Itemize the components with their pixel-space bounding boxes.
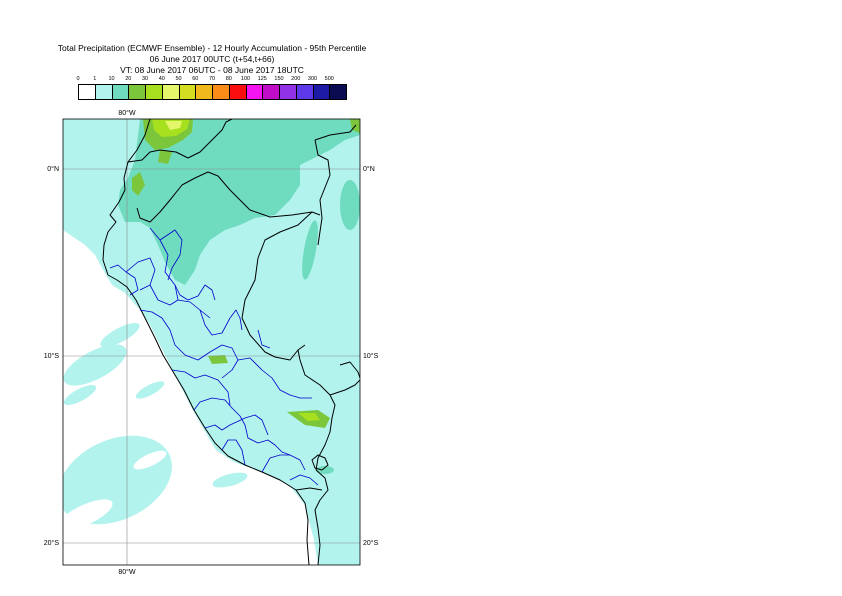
legend-label: 125: [257, 76, 267, 82]
legend-label: 20: [125, 76, 132, 82]
legend-label: 300: [307, 76, 318, 82]
latitude-label-right-10s: 10°S: [363, 352, 379, 360]
latitude-label-right-0: 0°N: [363, 165, 375, 173]
legend-label: 150: [274, 76, 284, 82]
precip-field-medium: [118, 119, 360, 285]
legend-label: 50: [175, 76, 182, 82]
latitude-label-right-20s: 20°S: [363, 539, 379, 547]
legend-swatch: [161, 84, 180, 100]
legend-swatch: [195, 84, 213, 100]
map-title-line-3: VT: 08 June 2017 06UTC - 08 June 2017 18…: [120, 65, 304, 75]
graticule: [63, 119, 360, 565]
legend-label: 1: [93, 76, 97, 82]
legend-swatch: [178, 84, 197, 100]
map-title-line-1: Total Precipitation (ECMWF Ensemble) - 1…: [57, 43, 367, 53]
admin-boundaries: [109, 227, 319, 486]
legend-label: 80: [225, 76, 232, 82]
legend-swatch: [212, 84, 230, 100]
legend-swatch: [295, 84, 314, 100]
legend-swatch: [78, 84, 96, 100]
legend-swatch: [228, 84, 247, 100]
legend-label: 10: [108, 76, 115, 82]
bottom-longitude-label: 80°W: [118, 568, 136, 576]
precip-gaps: [63, 450, 167, 531]
latitude-label-left-0: 0°N: [47, 165, 59, 173]
legend-swatch: [145, 84, 163, 100]
legend-swatch: [279, 84, 297, 100]
latitude-label-left-20s: 20°S: [44, 539, 60, 547]
legend-label: 70: [208, 76, 216, 82]
precip-medium-streaks: [302, 180, 360, 474]
latitude-label-left-10s: 10°S: [44, 352, 60, 360]
legend-label: 30: [141, 76, 149, 82]
color-legend: 0 1 10 20 30 40 50 60 70 80 100 125 150 200 300 500: [76, 76, 348, 102]
map-title-line-2: 06 June 2017 00UTC (t+54,t+66): [149, 54, 275, 64]
top-longitude-label: 80°W: [118, 109, 136, 117]
legend-swatch: [94, 84, 113, 100]
legend-swatch: [245, 84, 264, 100]
precip-high-cores: [132, 119, 360, 428]
legend-swatch: [111, 84, 130, 100]
legend-label: 500: [324, 76, 334, 82]
legend-swatch: [329, 84, 347, 100]
legend-swatch: [262, 84, 280, 100]
country-borders: [102, 119, 360, 565]
legend-label: 200: [291, 76, 301, 82]
legend-swatch: [128, 84, 146, 100]
legend-label: 40: [158, 76, 165, 82]
map-frame: [62, 118, 361, 566]
legend-label: 100: [240, 76, 251, 82]
legend-swatch: [312, 84, 331, 100]
legend-label: 60: [192, 76, 199, 82]
legend-label: 0: [76, 76, 80, 82]
